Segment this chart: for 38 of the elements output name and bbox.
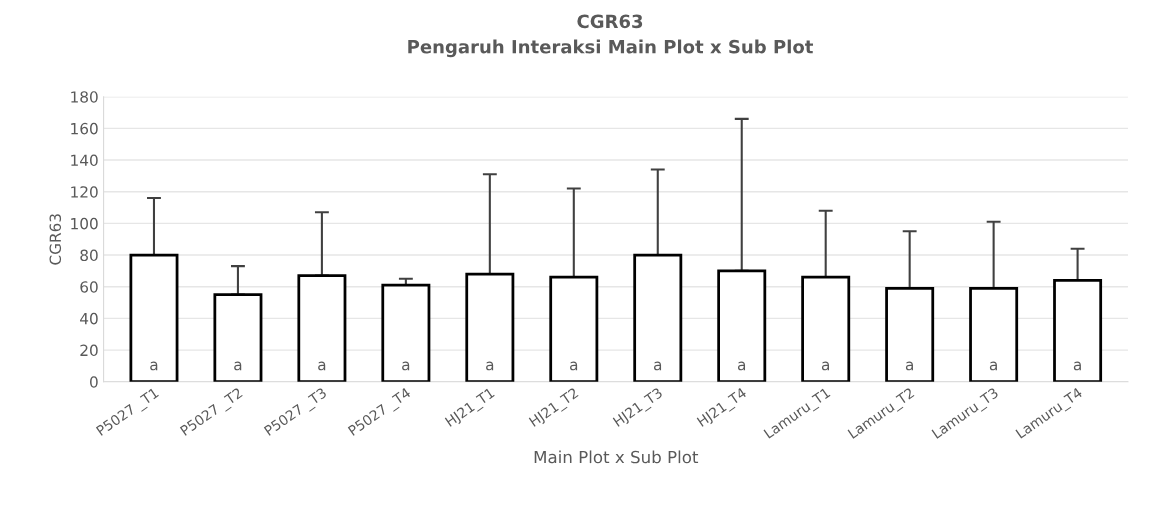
bar	[129, 253, 179, 382]
annotation: a	[402, 361, 410, 371]
y-tick-label: 120	[71, 186, 98, 198]
y-tick-label: 40	[80, 312, 98, 325]
bar	[885, 286, 935, 382]
bar	[969, 286, 1019, 382]
y-tick-label: 140	[71, 154, 98, 167]
bar	[381, 283, 431, 382]
bar	[297, 274, 347, 382]
annotation: a	[234, 361, 242, 371]
annotation: a	[989, 361, 997, 371]
chart-title: CGR63	[577, 14, 643, 29]
annotation: a	[150, 361, 158, 371]
annotation: a	[821, 361, 829, 371]
annotation: a	[318, 361, 326, 371]
bar	[213, 293, 263, 382]
bar	[1053, 279, 1103, 382]
bar	[549, 275, 599, 382]
bar	[465, 272, 515, 382]
annotation: a	[654, 361, 662, 371]
y-tick-label: 160	[71, 122, 98, 135]
y-tick-label: 100	[71, 217, 98, 230]
chart-subtitle: Pengaruh Interaksi Main Plot x Sub Plot	[408, 39, 814, 58]
y-tick-label: 0	[90, 376, 98, 388]
annotation: a	[570, 361, 578, 371]
annotation: a	[905, 361, 913, 371]
y-tick-label: 80	[80, 249, 98, 262]
bar	[717, 269, 767, 382]
annotation: a	[1073, 361, 1081, 371]
bar	[801, 275, 851, 382]
annotation: a	[737, 361, 746, 371]
bar	[633, 253, 683, 382]
y-tick-label: 180	[71, 91, 98, 103]
x-axis-title: Main Plot x Sub Plot	[534, 450, 699, 464]
annotation: a	[486, 361, 494, 371]
y-axis-title: CGR63	[49, 214, 62, 265]
y-tick-label: 20	[80, 344, 98, 357]
y-tick-label: 60	[80, 281, 98, 293]
